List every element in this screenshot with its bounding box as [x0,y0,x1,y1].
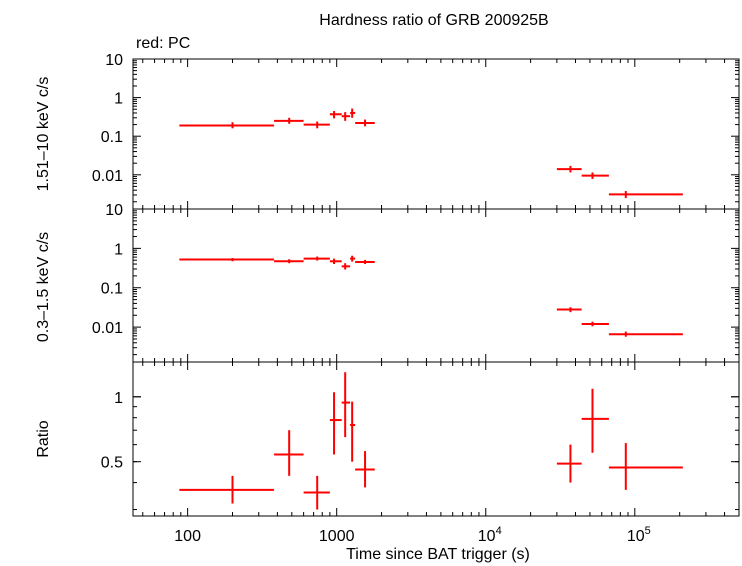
data-point-soft [608,331,683,337]
y-axis-label-ratio: Ratio [35,420,52,457]
data-point-soft [341,263,351,270]
panel-frame-ratio [132,361,740,517]
data-point-ratio [179,475,275,504]
y-tick-label-soft: 0.01 [92,320,123,337]
data-point-hard [608,191,683,199]
data-point-ratio [350,401,356,462]
data-point-ratio [341,372,351,438]
data-point-hard [350,108,356,118]
y-tick-label-hard: 0.01 [92,168,123,185]
x-tick-label: 104 [478,525,502,545]
y-tick-label-hard: 10 [105,52,123,69]
panel-ratio: 10.5 [101,361,740,517]
y-tick-label-soft: 0.1 [101,281,123,298]
y-tick-label-ratio: 0.5 [101,455,123,472]
data-point-hard [341,112,351,121]
x-tick-label: 1000 [319,528,355,545]
data-point-hard [355,119,375,127]
x-axis-label: Time since BAT trigger (s) [346,546,530,563]
panel-frame-hard [132,58,740,210]
data-point-ratio [329,392,342,455]
x-tick-exponent: 4 [496,525,502,537]
data-point-soft [350,255,356,262]
data-point-soft [355,259,375,265]
y-tick-label-soft: 10 [105,202,123,219]
y-tick-label-hard: 0.1 [101,129,123,146]
data-point-soft [179,257,275,262]
x-tick-label: 105 [627,525,651,545]
data-point-hard [556,165,582,173]
y-axis-label-hard: 1.51–10 keV c/s [35,77,52,192]
data-point-soft [303,256,330,261]
data-point-hard [274,117,304,124]
y-tick-label-soft: 1 [114,241,123,258]
data-point-soft [329,258,342,265]
data-point-ratio [303,475,330,510]
panel-frame-soft [132,208,740,363]
x-tick-exponent: 5 [645,525,651,537]
panel-hard-band: 10 1 0.1 0.01 [92,52,740,210]
x-tick-label: 100 [174,528,201,545]
data-point-hard [329,110,342,119]
data-point-soft [274,259,304,264]
data-point-hard [303,121,330,129]
data-point-hard [581,172,609,179]
data-point-ratio [355,451,375,488]
y-tick-label-hard: 1 [114,91,123,108]
legend-label: red: PC [136,35,190,52]
data-point-hard [179,122,275,129]
panel-soft-band: 10 1 0.1 0.01 [92,202,740,363]
y-axis-label-soft: 0.3–1.5 keV c/s [35,232,52,342]
data-point-soft [556,307,582,313]
y-tick-label-ratio: 1 [114,390,123,407]
data-point-soft [581,321,609,327]
data-point-ratio [608,443,683,490]
data-point-ratio [581,388,609,453]
data-point-ratio [556,444,582,483]
data-point-ratio [274,430,304,476]
chart-title: Hardness ratio of GRB 200925B [319,12,548,29]
